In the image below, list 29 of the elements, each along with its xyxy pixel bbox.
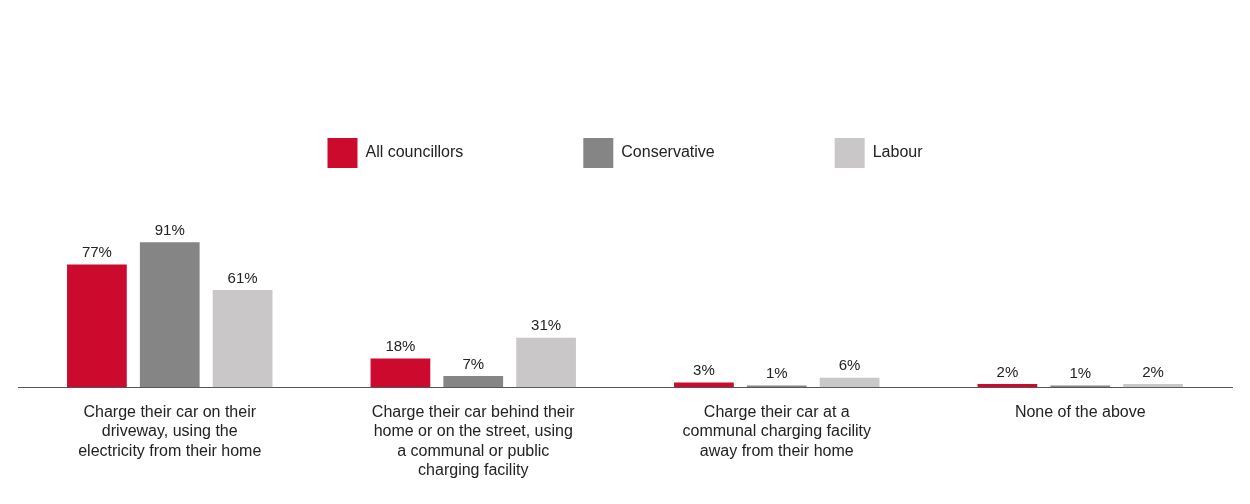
bar <box>516 337 576 388</box>
legend-label: All councillors <box>365 143 464 161</box>
bar <box>212 290 273 388</box>
data-label: 2% <box>1142 362 1164 380</box>
x-tick-label: Charge their car at a communal charging facility away from their home <box>682 403 872 459</box>
data-label: 7% <box>462 354 485 372</box>
bar <box>139 242 200 388</box>
data-label: 31% <box>531 316 562 334</box>
bar <box>819 377 880 388</box>
data-label: 2% <box>996 362 1019 380</box>
data-label: 6% <box>838 356 861 374</box>
data-label: 1% <box>1069 364 1092 382</box>
data-label: 1% <box>765 364 788 382</box>
x-tick-label: Charge their car behind their home or on the street, using a communal or public charging facility <box>371 403 576 478</box>
x-tick-label: None of the above <box>1014 403 1146 421</box>
bar <box>67 264 127 388</box>
data-label: 18% <box>385 337 416 355</box>
legend-label: Labour <box>872 143 924 161</box>
x-tick-label: Charge their car on their driveway, using the electricity from their home <box>78 403 262 459</box>
bar <box>1123 384 1183 388</box>
data-label: 3% <box>693 361 715 379</box>
bar <box>443 376 504 388</box>
data-label: 91% <box>154 220 185 238</box>
bar <box>674 382 734 388</box>
bar <box>977 384 1038 388</box>
data-label: 77% <box>81 243 112 261</box>
legend-label: Conservative <box>621 143 715 161</box>
data-label: 61% <box>227 268 258 286</box>
bar <box>370 358 431 388</box>
